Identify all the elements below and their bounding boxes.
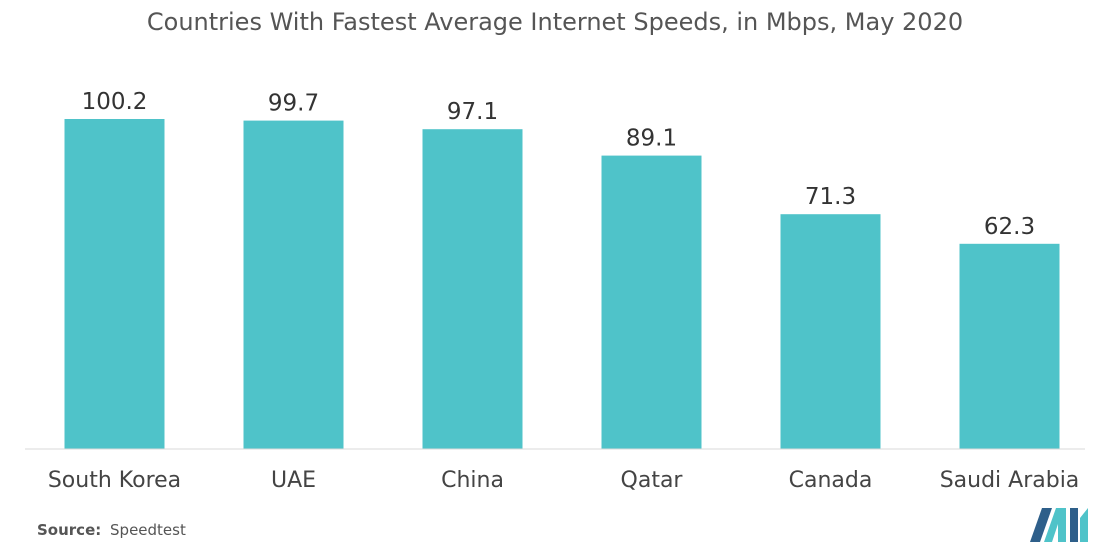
value-label-canada: 71.3 <box>805 184 856 210</box>
source-label: Source: <box>37 521 101 539</box>
logo-shape-accent <box>1080 508 1088 542</box>
bars-group <box>64 119 1060 449</box>
value-label-saudi-arabia: 62.3 <box>984 214 1035 240</box>
logo-shape-middle <box>1044 508 1066 542</box>
bar-south-korea <box>64 119 165 449</box>
value-label-uae: 99.7 <box>268 91 319 117</box>
mordor-intelligence-logo-icon <box>1030 508 1088 542</box>
bar-canada <box>780 214 881 449</box>
category-label-china: China <box>441 468 504 493</box>
source-value: Speedtest <box>110 521 186 539</box>
category-label-south-korea: South Korea <box>48 468 181 493</box>
logo-shape-right <box>1070 508 1078 542</box>
category-labels-group: South Korea UAE China Qatar Canada Saudi Arab… <box>48 468 1079 493</box>
bar-saudi-arabia <box>959 243 1060 449</box>
category-label-saudi-arabia: Saudi Arabia <box>940 468 1080 493</box>
category-label-uae: UAE <box>271 468 316 493</box>
category-label-qatar: Qatar <box>621 468 684 493</box>
bar-uae <box>243 120 344 449</box>
bar-qatar <box>601 155 702 449</box>
value-labels-group: 100.2 99.7 97.1 89.1 71.3 62.3 <box>82 89 1036 240</box>
category-label-canada: Canada <box>789 468 873 493</box>
value-label-china: 97.1 <box>447 99 498 125</box>
chart-title: Countries With Fastest Average Internet … <box>147 8 963 36</box>
value-label-south-korea: 100.2 <box>82 89 148 115</box>
source-note: Source: Speedtest <box>37 521 186 539</box>
value-label-qatar: 89.1 <box>626 126 677 152</box>
bar-china <box>422 129 523 449</box>
logo-shape-left <box>1030 508 1052 542</box>
